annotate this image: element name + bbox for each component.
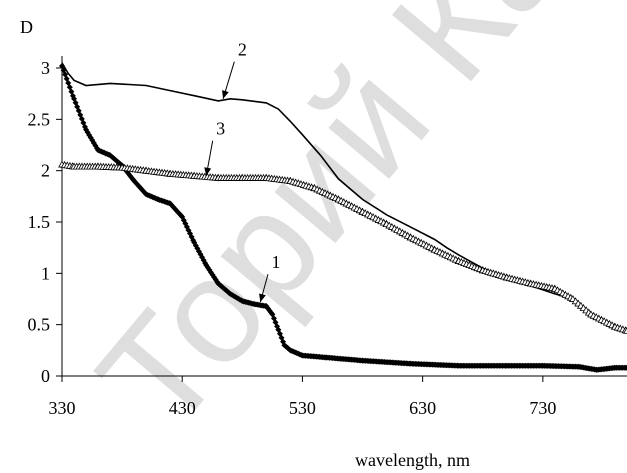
y-tick-label: 0 (41, 366, 50, 386)
curve-label-3: 3 (216, 119, 225, 139)
curve-label-2: 2 (238, 40, 247, 60)
y-tick-label: 2 (41, 161, 50, 181)
y-tick-label: 0.5 (28, 315, 51, 335)
y-tick-label: 2.5 (28, 109, 51, 129)
annotation-layer: 1 2 3 (204, 40, 280, 303)
watermark: Торий Ка (66, 0, 598, 461)
y-tick-label: 1.5 (28, 212, 51, 232)
x-tick-label: 530 (289, 398, 316, 418)
y-tick-label: 3 (41, 58, 50, 78)
annotation-arrowhead (259, 293, 266, 303)
series-1-point (624, 364, 627, 371)
series-3-point (623, 326, 627, 334)
x-tick-label: 630 (409, 398, 436, 418)
series-1-point (197, 251, 204, 258)
x-tick-label: 330 (49, 398, 76, 418)
y-tick-label: 1 (41, 263, 50, 283)
x-axis-label: wavelength, nm (355, 450, 470, 470)
curve-label-1: 1 (271, 252, 280, 272)
annotation-arrowhead (204, 167, 212, 176)
series-3 (58, 160, 627, 334)
annotation-arrowhead (222, 90, 229, 99)
x-tick-label: 430 (169, 398, 196, 418)
x-tick-label: 730 (529, 398, 556, 418)
series-layer (58, 62, 627, 373)
y-axis-label: D (20, 17, 33, 37)
axes: 0 0.5 1 1.5 2 2.5 3 330 430 530 630 730 (28, 56, 627, 418)
